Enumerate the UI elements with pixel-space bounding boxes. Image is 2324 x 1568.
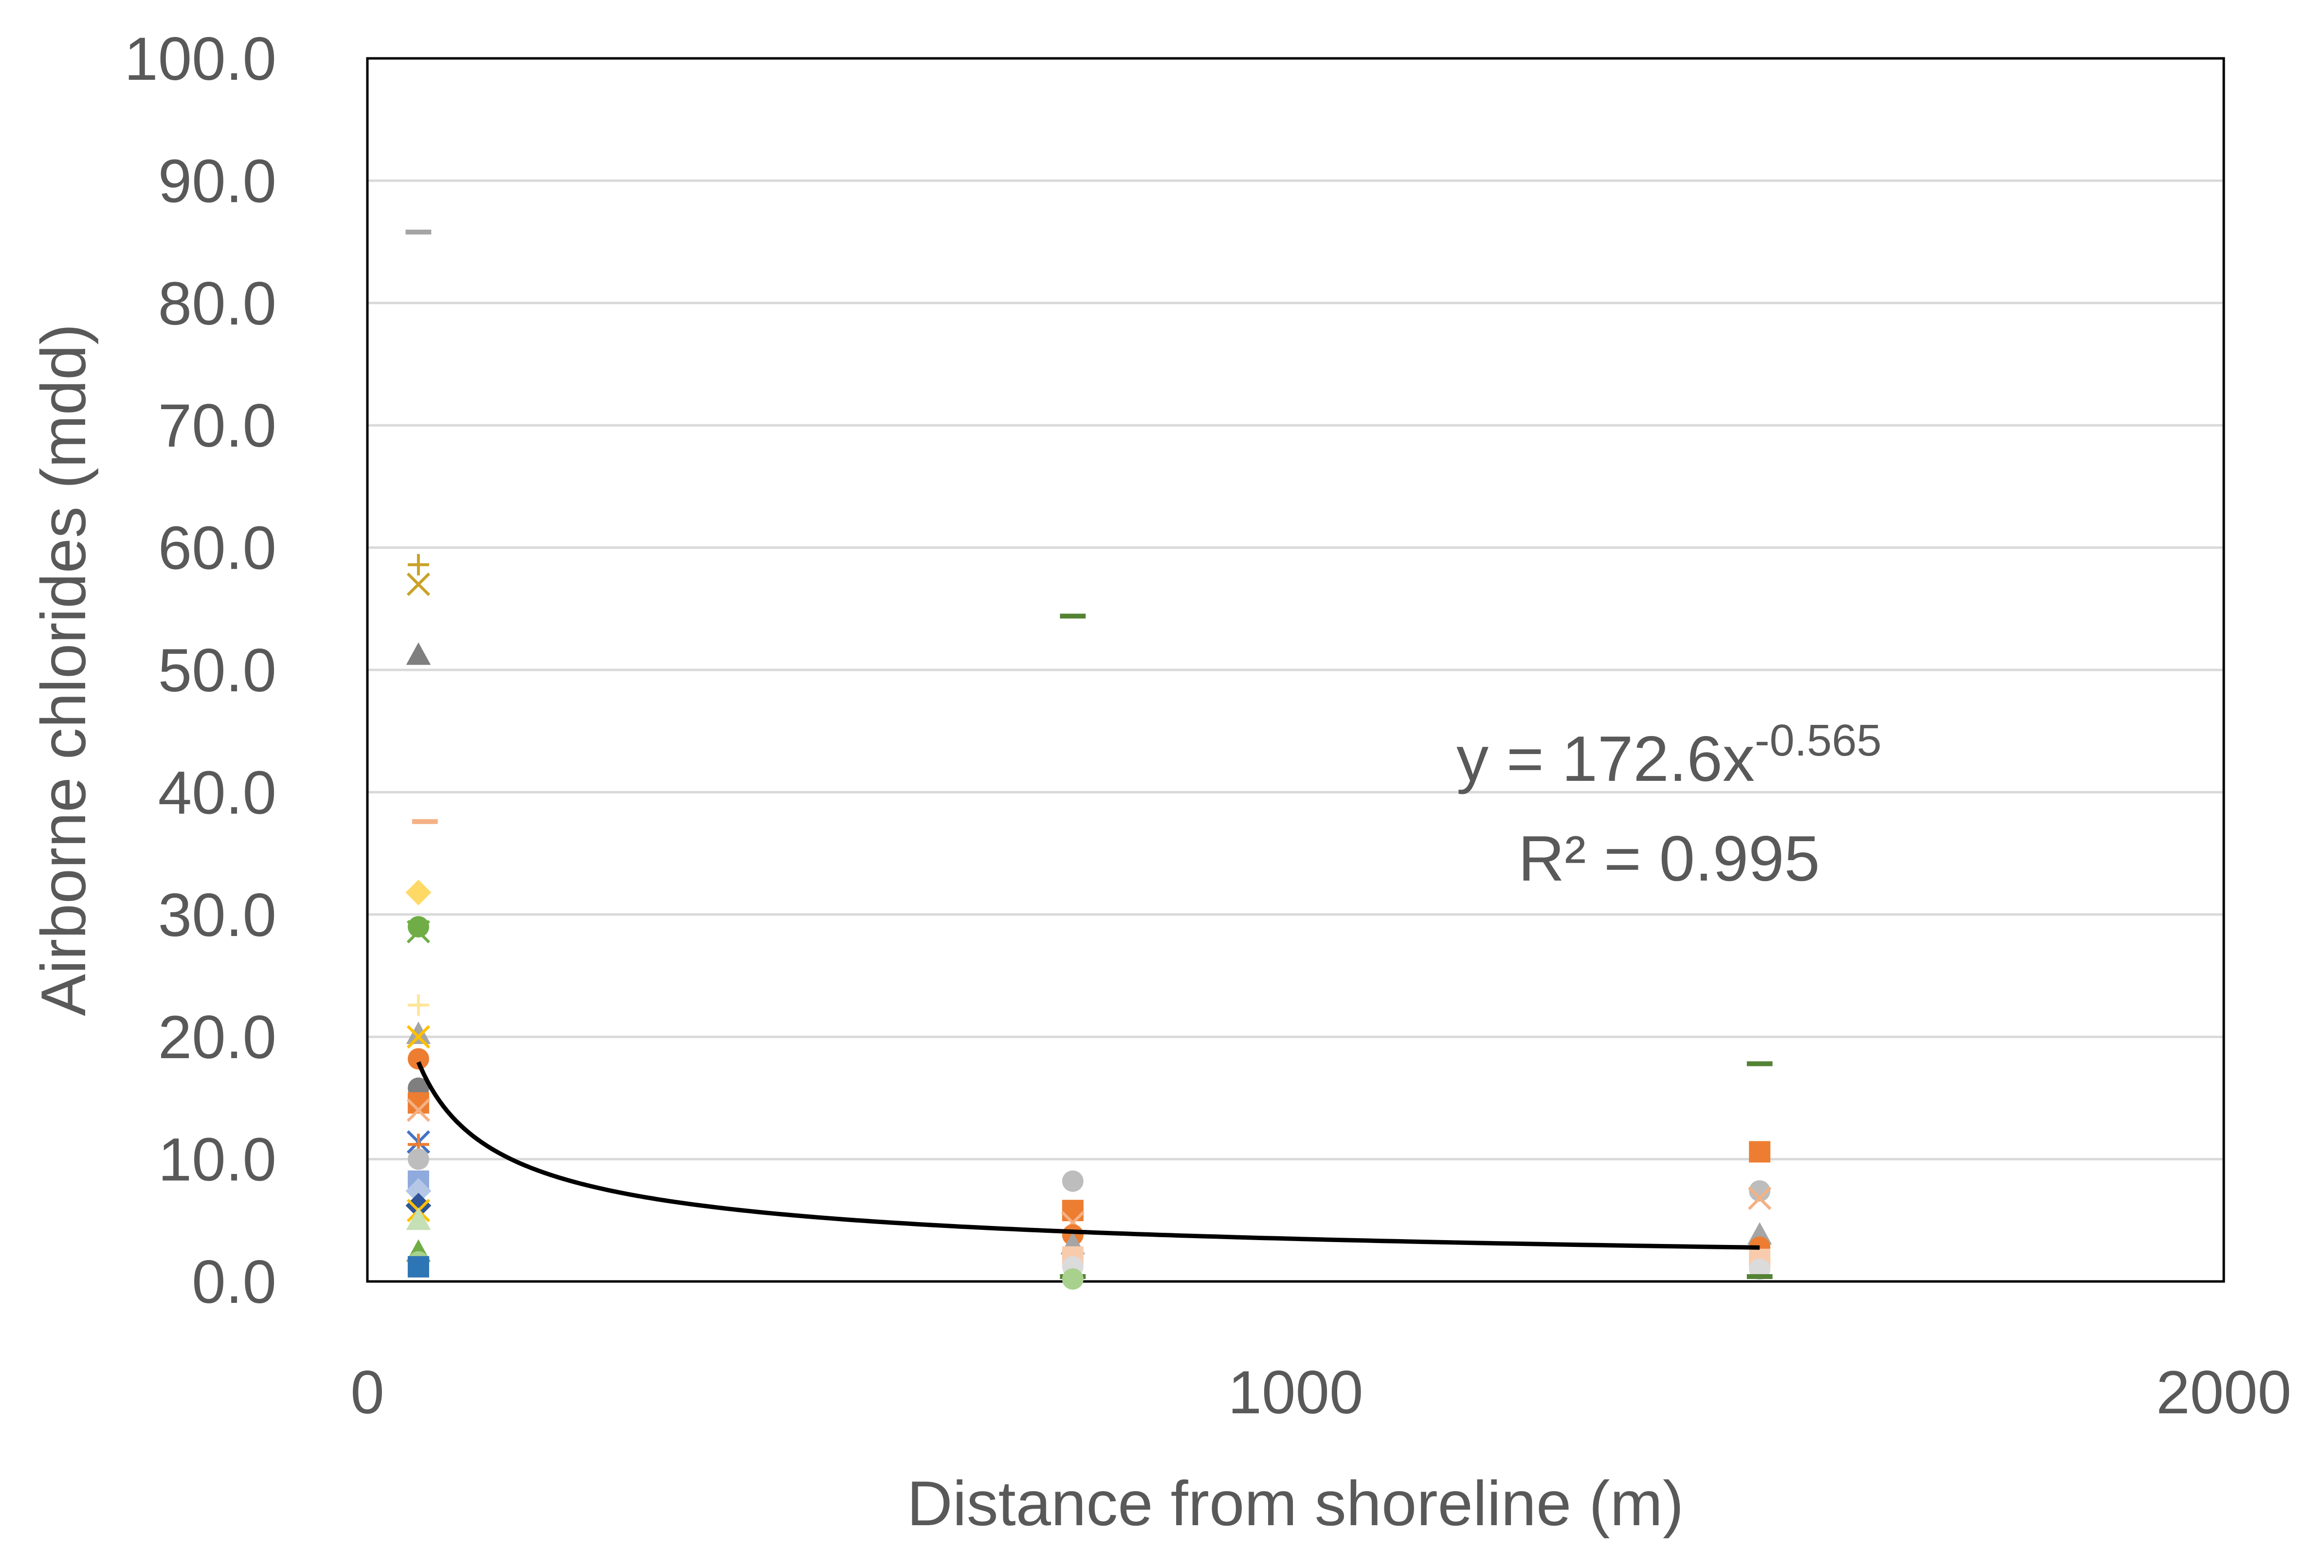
data-point [407,554,429,576]
y-tick-label: 0.0 [192,1248,276,1316]
data-point [406,919,431,944]
y-axis-tick-labels: 0.0 10.0 20.0 30.0 40.0 50.0 60.0 70.0 80.0 90.0 1… [124,25,276,1316]
trendline-r-squared: R² = 0.995 [1518,823,1820,894]
gridlines [367,179,2224,1161]
x-axis-tick-labels: 0 1000 2000 [350,1359,2291,1426]
data-point [406,1098,431,1122]
power-trendline [416,1061,1760,1250]
data-point [1062,1170,1084,1192]
data-point [405,1192,432,1219]
y-tick-label: 50.0 [158,637,276,704]
trendline-equation: y = 172.6x-0.565 [1456,716,1882,794]
y-tick-label: 10.0 [158,1126,276,1194]
data-point [405,1178,432,1204]
data-point [1749,1141,1771,1163]
data-point [1062,1200,1084,1222]
y-tick-label: 90.0 [158,147,276,215]
y-tick-label: 100.0 [124,25,276,93]
x-axis-title: Distance from shoreline (m) [907,1468,1684,1539]
data-point [406,1021,431,1044]
y-axis-title: Airborne chlorides (mdd) [28,324,99,1016]
y-tick-label: 40.0 [158,759,276,827]
x-tick-label: 0 [350,1359,384,1426]
x-tick-label: 1000 [1228,1359,1363,1426]
data-point [1748,1186,1772,1210]
data-point [407,1048,429,1070]
data-point [405,880,432,905]
x-tick-label: 2000 [2156,1359,2291,1426]
y-tick-label: 70.0 [158,392,276,460]
data-point [406,1207,431,1230]
data-point [407,916,429,937]
y-tick-label: 80.0 [158,270,276,338]
data-point [407,994,429,1016]
data-point [1749,1180,1771,1202]
data-point [407,1148,429,1170]
data-points [405,229,1773,1290]
data-point [406,572,431,596]
data-point [406,1025,431,1049]
y-tick-label: 20.0 [158,1004,276,1071]
y-tick-label: 30.0 [158,882,276,949]
data-point [1062,1268,1084,1290]
data-point [406,642,431,665]
data-point [407,1256,429,1278]
plot-area-frame [366,57,2225,1283]
y-tick-label: 60.0 [158,515,276,582]
